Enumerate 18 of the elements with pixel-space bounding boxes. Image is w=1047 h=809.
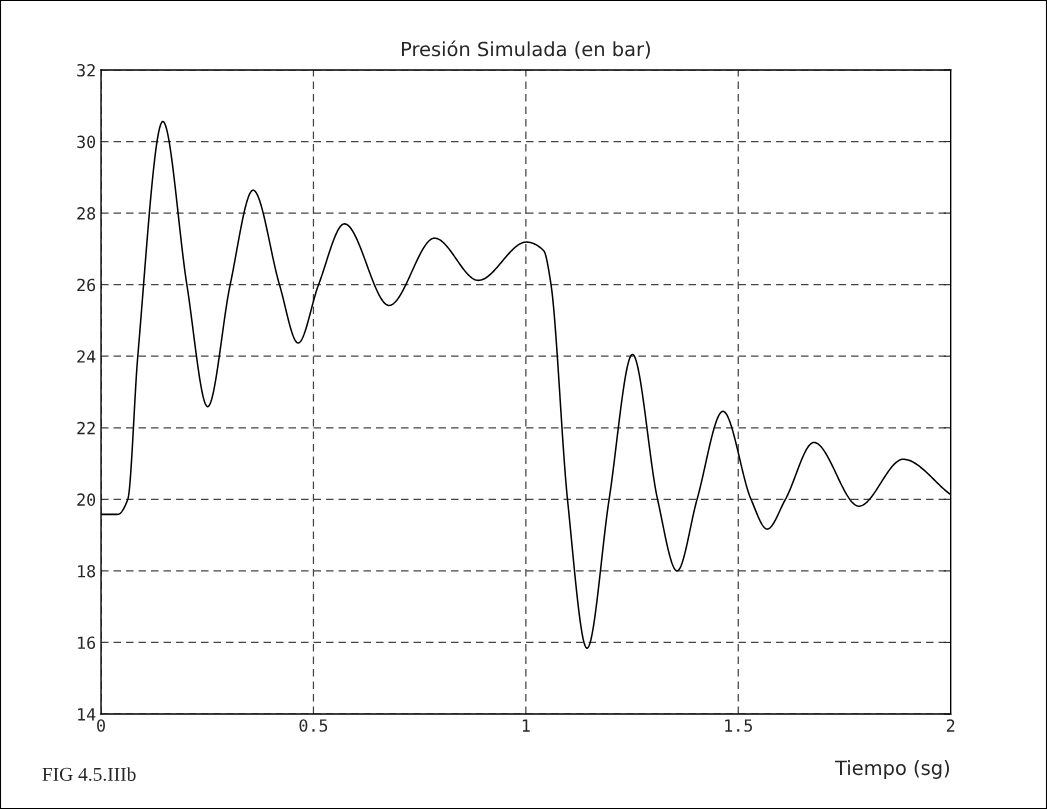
- x-axis-title: Tiempo (sg): [834, 760, 949, 779]
- y-tick-label: 30: [77, 135, 96, 149]
- y-tick-label: 28: [77, 207, 96, 220]
- chart-title: Presión Simulada (en bar): [402, 40, 650, 59]
- x-tick-label: 0.5: [299, 719, 328, 732]
- y-tick-label: 14: [78, 708, 96, 721]
- x-tick-label: 0: [97, 719, 105, 732]
- y-tick-label: 18: [78, 564, 96, 578]
- y-tick-label: 26: [77, 278, 96, 292]
- caption: FIG 4.5.IIIb: [42, 767, 136, 781]
- y-tick-label: 24: [77, 350, 96, 363]
- y-tick-label: 32: [77, 63, 95, 77]
- x-tick-label: 1.5: [725, 719, 752, 732]
- y-tick-label: 16: [78, 636, 96, 650]
- x-tick-label: 2: [946, 719, 955, 732]
- x-tick-label: 1: [522, 719, 530, 732]
- y-tick-label: 20: [77, 493, 96, 506]
- y-tick-label: 22: [77, 421, 95, 435]
